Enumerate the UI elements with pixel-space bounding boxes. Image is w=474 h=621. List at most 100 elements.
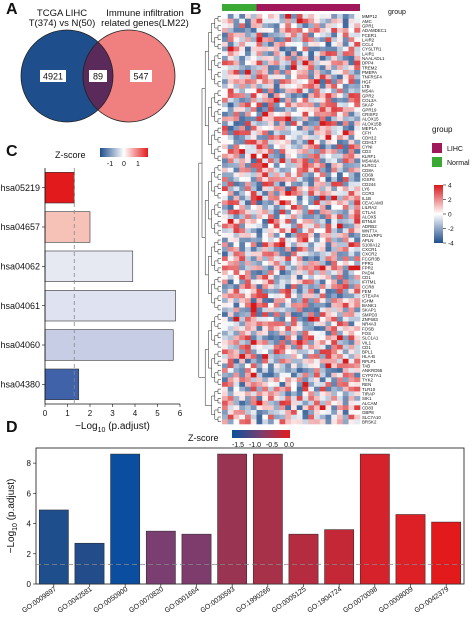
heatmap-cell: [250, 270, 257, 276]
heatmap-cell: [354, 344, 361, 350]
heatmap-cell: [268, 344, 275, 350]
heatmap-cell: [296, 256, 303, 262]
heatmap-cell: [285, 358, 292, 364]
heatmap-cell: [302, 116, 309, 122]
heatmap-cell: [342, 135, 349, 141]
go-plot-frame: [35, 447, 465, 585]
heatmap-cell: [308, 18, 315, 24]
heatmap-cell: [279, 284, 286, 290]
heatmap-cell: [256, 307, 263, 313]
heatmap-cell: [308, 65, 315, 71]
dendrogram-branch: [214, 186, 218, 196]
heatmap-cell: [331, 330, 338, 336]
heatmap-cell: [227, 246, 234, 252]
heatmap-cell: [222, 330, 229, 336]
heatmap-cell: [296, 74, 303, 80]
heatmap-cell: [348, 419, 355, 425]
heatmap-cell: [279, 163, 286, 169]
heatmap-cell: [227, 349, 234, 355]
heatmap-cell: [308, 354, 315, 360]
heatmap-cell: [256, 302, 263, 308]
heatmap-cell: [239, 274, 246, 280]
heatmap-cell: [273, 344, 280, 350]
heatmap-cell: [245, 391, 252, 397]
heatmap-cell: [296, 298, 303, 304]
heatmap-cell: [308, 116, 315, 122]
heatmap-cell: [348, 93, 355, 99]
heatmap-cell: [227, 51, 234, 57]
heatmap-cell: [285, 232, 292, 238]
kegg-zscore-tick: 1: [136, 161, 140, 168]
heatmap-cell: [331, 74, 338, 80]
dendrogram-branch: [211, 134, 215, 155]
heatmap-cell: [285, 60, 292, 66]
heatmap-cell: [319, 14, 326, 19]
heatmap-cell: [314, 116, 321, 122]
heatmap-cell: [250, 177, 257, 183]
go-bar: [74, 542, 105, 585]
heatmap-cell: [273, 167, 280, 173]
go-zscore-tick: -1.5: [232, 442, 244, 449]
heatmap-cell: [354, 69, 361, 75]
heatmap-cell: [273, 135, 280, 141]
heatmap-cell: [256, 186, 263, 192]
heatmap-cell: [308, 51, 315, 57]
heatmap-cell: [342, 121, 349, 127]
heatmap-cell: [285, 330, 292, 336]
heatmap-cell: [273, 130, 280, 136]
heatmap-cell: [342, 177, 349, 183]
heatmap-cell: [245, 186, 252, 192]
heatmap-cell: [331, 65, 338, 71]
heatmap-cell: [245, 363, 252, 369]
heatmap-cell: [291, 344, 298, 350]
heatmap-cell: [302, 14, 309, 19]
heatmap-cell: [222, 209, 229, 215]
heatmap-cell: [302, 97, 309, 103]
heatmap-cell: [285, 237, 292, 243]
heatmap-gene-label: FPR2: [362, 266, 374, 271]
heatmap-cell: [250, 209, 257, 215]
heatmap-cell: [325, 116, 332, 122]
heatmap-cell: [342, 74, 349, 80]
heatmap-cell: [325, 55, 332, 61]
heatmap-cell: [314, 368, 321, 374]
heatmap-cell: [239, 237, 246, 243]
heatmap-cell: [325, 321, 332, 327]
heatmap-cell: [273, 46, 280, 52]
heatmap-cell: [279, 312, 286, 318]
heatmap-cell: [227, 358, 234, 364]
dendrogram-branch: [214, 242, 218, 252]
heatmap-cell: [268, 391, 275, 397]
heatmap-cell: [319, 340, 326, 346]
heatmap-cell: [239, 32, 246, 38]
heatmap-cell: [273, 242, 280, 248]
heatmap-cell: [279, 144, 286, 150]
heatmap-cell: [233, 102, 240, 108]
heatmap-cell: [285, 349, 292, 355]
heatmap-cell: [268, 158, 275, 164]
heatmap-cell: [239, 37, 246, 43]
heatmap-cell: [222, 251, 229, 257]
heatmap-cell: [325, 349, 332, 355]
heatmap-cell: [302, 246, 309, 252]
heatmap-cell: [268, 330, 275, 336]
heatmap-cell: [279, 200, 286, 206]
heatmap-cell: [256, 219, 263, 224]
heatmap-cell: [256, 135, 263, 141]
heatmap-cell: [233, 97, 240, 103]
heatmap-cell: [302, 107, 309, 113]
heatmap-cell: [239, 83, 246, 89]
heatmap-cell: [245, 302, 252, 308]
heatmap-cell: [262, 298, 269, 304]
heatmap-cell: [222, 223, 229, 229]
heatmap-cell: [227, 368, 234, 374]
heatmap-cell: [342, 284, 349, 290]
heatmap-cell: [256, 37, 263, 43]
dendrogram-branch: [214, 409, 218, 420]
heatmap-cell: [262, 270, 269, 276]
dendrogram-branch: [214, 279, 218, 290]
kegg-x-tick-label: 2: [88, 409, 93, 418]
heatmap-cell: [325, 144, 332, 150]
heatmap-cell: [285, 321, 292, 327]
heatmap-cell: [273, 74, 280, 80]
